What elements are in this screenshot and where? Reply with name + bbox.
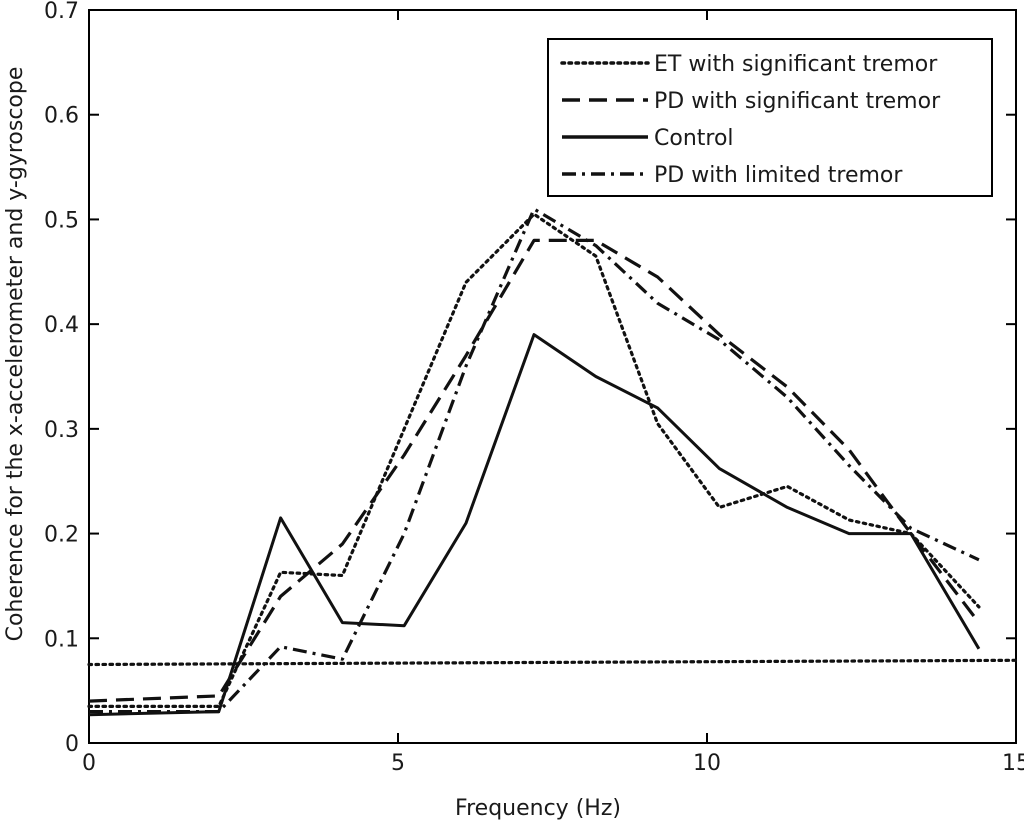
x-tick-label: 0: [82, 751, 96, 776]
ticks-layer: 0 5 10 15 0 0.1 0.2 0.3 0.4 0.5 0.6 0.7: [44, 0, 1024, 776]
y-tick-label: 0.1: [44, 627, 79, 652]
series-line-pd-with-significant-tremor: [88, 238, 981, 703]
series-line-pd-with-limited-tremor: [89, 207, 980, 714]
x-axis-label: Frequency (Hz): [455, 796, 621, 821]
x-tick-label: 5: [391, 751, 405, 776]
series-line-significance-threshold: [87, 658, 1018, 667]
series-line-control: [88, 333, 981, 717]
y-tick-label: 0.7: [44, 0, 79, 24]
y-tick-label: 0: [65, 732, 79, 757]
y-tick-label: 0.2: [44, 523, 79, 548]
plot-frame: [88, 9, 1017, 744]
legend-label-pd-with-significant-tremor: PD with significant tremor: [654, 89, 941, 114]
plot-area-border: [88, 9, 1017, 744]
y-tick-label: 0.3: [44, 418, 79, 443]
legend-label-control: Control: [654, 126, 734, 151]
y-tick-label: 0.4: [44, 313, 79, 338]
legend: ET with significant tremor PD with signif…: [547, 38, 993, 197]
legend-label-et-with-significant-tremor: ET with significant tremor: [654, 52, 938, 77]
y-axis-label: Coherence for the x-accelerometer and y-…: [3, 67, 28, 642]
legend-box: [547, 38, 993, 197]
series-line-et-with-significant-tremor: [87, 212, 981, 709]
legend-label-pd-with-limited-tremor: PD with limited tremor: [654, 163, 903, 188]
series-layer: [87, 207, 1018, 717]
y-tick-label: 0.6: [44, 104, 79, 129]
x-tick-label: 15: [1002, 751, 1024, 776]
y-tick-label: 0.5: [44, 208, 79, 233]
x-tick-label: 10: [693, 751, 721, 776]
